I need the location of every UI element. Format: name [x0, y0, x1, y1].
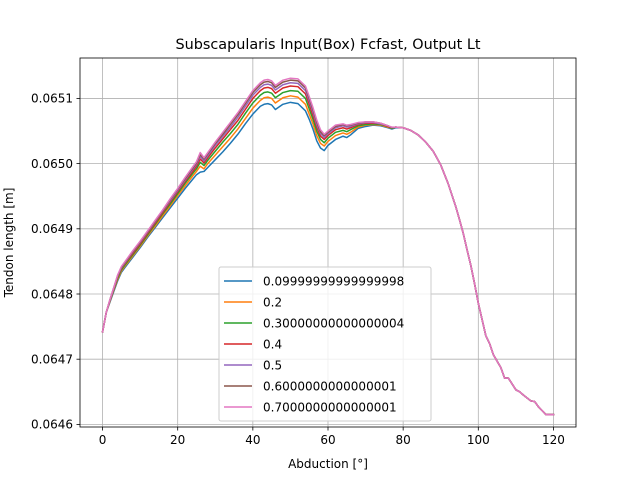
x-tick-label: 20: [170, 433, 185, 447]
series-line: [101, 77, 555, 416]
legend-label: 0.30000000000000004: [263, 317, 404, 331]
chart-title: Subscapularis Input(Box) Fcfast, Output …: [175, 37, 480, 53]
legend-label: 0.5: [263, 359, 282, 373]
y-tick-label: 0.0647: [31, 352, 73, 366]
x-tick-label: 120: [542, 433, 565, 447]
plot-series: [101, 77, 555, 416]
legend-label: 0.6000000000000001: [263, 380, 397, 394]
axis-ticks: 0 20 40 60 80 100 120 0.0646 0.0647 0.0648 0.0649 0…: [31, 92, 565, 447]
x-tick-label: 40: [245, 433, 260, 447]
y-tick-label: 0.0648: [31, 287, 73, 301]
legend-label: 0.4: [263, 338, 282, 352]
legend-entries: 0.09999999999999998 0.2 0.3000000000000000…: [224, 275, 404, 415]
legend: 0.09999999999999998 0.2 0.3000000000000000…: [218, 266, 432, 422]
legend-label: 0.09999999999999998: [263, 275, 404, 289]
y-axis-label: Tendon length [m]: [2, 188, 16, 299]
y-tick-label: 0.0651: [31, 92, 73, 106]
legend-label: 0.2: [263, 296, 282, 310]
x-tick-label: 80: [396, 433, 411, 447]
x-tick-label: 0: [99, 433, 107, 447]
x-tick-label: 60: [320, 433, 335, 447]
x-axis-label: Abduction [°]: [288, 457, 368, 471]
legend-box: [218, 266, 432, 422]
legend-label: 0.7000000000000001: [263, 401, 397, 415]
y-tick-label: 0.0650: [31, 157, 73, 171]
y-tick-label: 0.0649: [31, 222, 73, 236]
y-tick-label: 0.0646: [31, 418, 73, 432]
x-tick-label: 100: [467, 433, 490, 447]
